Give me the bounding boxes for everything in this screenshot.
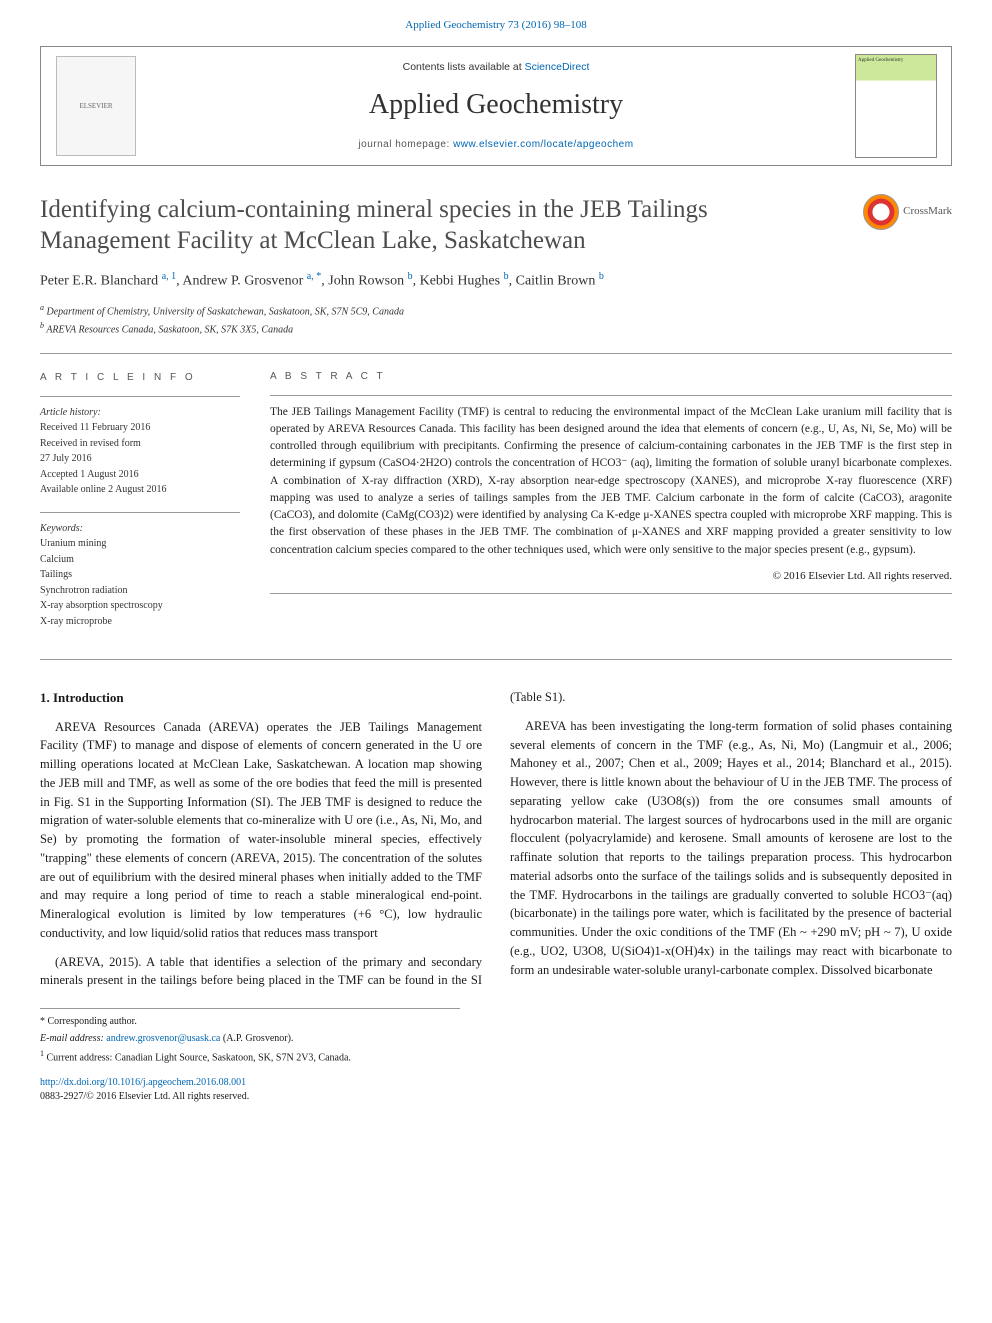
- issn-copyright: 0883-2927/© 2016 Elsevier Ltd. All right…: [40, 1091, 249, 1102]
- doi-link[interactable]: http://dx.doi.org/10.1016/j.apgeochem.20…: [40, 1077, 246, 1088]
- journal-name: Applied Geochemistry: [151, 85, 841, 126]
- abstract-copyright: © 2016 Elsevier Ltd. All rights reserved…: [270, 569, 952, 585]
- abstract-text: The JEB Tailings Management Facility (TM…: [270, 404, 952, 559]
- email-suffix: (A.P. Grosvenor).: [220, 1033, 293, 1044]
- meta-abstract-row: A R T I C L E I N F O Article history: R…: [40, 370, 952, 643]
- abstract: A B S T R A C T The JEB Tailings Managem…: [270, 370, 952, 643]
- doi-block: http://dx.doi.org/10.1016/j.apgeochem.20…: [40, 1076, 952, 1105]
- footnotes: * Corresponding author. E-mail address: …: [40, 1008, 460, 1066]
- email-line: E-mail address: andrew.grosvenor@usask.c…: [40, 1032, 460, 1047]
- current-address-note: 1 Current address: Canadian Light Source…: [40, 1048, 460, 1066]
- corresponding-note: * Corresponding author.: [40, 1015, 460, 1030]
- affiliation-a: a Department of Chemistry, University of…: [40, 302, 842, 319]
- journal-banner: ELSEVIER Contents lists available at Sci…: [40, 46, 952, 166]
- running-head-link[interactable]: Applied Geochemistry 73 (2016) 98–108: [405, 19, 586, 31]
- article-info: A R T I C L E I N F O Article history: R…: [40, 370, 240, 643]
- rule-2: [40, 659, 952, 660]
- cover-thumb-slot: Applied Geochemistry: [841, 47, 951, 165]
- sciencedirect-link[interactable]: ScienceDirect: [525, 61, 590, 73]
- crossmark-icon: [863, 194, 899, 230]
- history-line: Received in revised form: [40, 436, 240, 452]
- contents-prefix: Contents lists available at: [403, 61, 525, 73]
- keyword: X-ray microprobe: [40, 614, 240, 630]
- banner-center: Contents lists available at ScienceDirec…: [151, 47, 841, 165]
- history-line: 27 July 2016: [40, 451, 240, 467]
- crossmark-badge[interactable]: CrossMark: [842, 194, 952, 230]
- keywords-block: Keywords: Uranium mining Calcium Tailing…: [40, 521, 240, 630]
- history-line: Accepted 1 August 2016: [40, 467, 240, 483]
- info-rule: [40, 396, 240, 397]
- keyword: Uranium mining: [40, 536, 240, 552]
- keyword: Calcium: [40, 552, 240, 568]
- article-head: Identifying calcium-containing mineral s…: [40, 194, 952, 337]
- history-line: Available online 2 August 2016: [40, 482, 240, 498]
- keyword: Synchrotron radiation: [40, 583, 240, 599]
- title-block: Identifying calcium-containing mineral s…: [40, 194, 842, 337]
- intro-para-1: AREVA Resources Canada (AREVA) operates …: [40, 718, 482, 943]
- homepage-line: journal homepage: www.elsevier.com/locat…: [151, 138, 841, 153]
- article-title: Identifying calcium-containing mineral s…: [40, 194, 842, 257]
- abs-rule-bottom: [270, 593, 952, 594]
- rule-1: [40, 353, 952, 354]
- history-label: Article history:: [40, 405, 240, 421]
- journal-cover-thumb: Applied Geochemistry: [855, 54, 937, 158]
- article-history: Article history: Received 11 February 20…: [40, 405, 240, 498]
- publisher-logo-slot: ELSEVIER: [41, 47, 151, 165]
- homepage-prefix: journal homepage:: [358, 139, 453, 150]
- elsevier-logo: ELSEVIER: [56, 56, 136, 156]
- corresponding-email[interactable]: andrew.grosvenor@usask.ca: [106, 1033, 220, 1044]
- intro-para-2b: AREVA has been investigating the long-te…: [510, 717, 952, 980]
- info-rule-2: [40, 512, 240, 513]
- keywords-label: Keywords:: [40, 521, 240, 537]
- homepage-link[interactable]: www.elsevier.com/locate/apgeochem: [453, 139, 633, 150]
- section-heading-intro: 1. Introduction: [40, 688, 482, 708]
- crossmark-label: CrossMark: [903, 204, 952, 220]
- article-info-heading: A R T I C L E I N F O: [40, 370, 240, 386]
- history-line: Received 11 February 2016: [40, 420, 240, 436]
- keyword: X-ray absorption spectroscopy: [40, 598, 240, 614]
- running-head: Applied Geochemistry 73 (2016) 98–108: [0, 0, 992, 46]
- keyword: Tailings: [40, 567, 240, 583]
- abs-rule: [270, 395, 952, 396]
- contents-line: Contents lists available at ScienceDirec…: [151, 60, 841, 75]
- email-label: E-mail address:: [40, 1033, 106, 1044]
- abstract-heading: A B S T R A C T: [270, 370, 952, 385]
- author-list: Peter E.R. Blanchard a, 1, Andrew P. Gro…: [40, 270, 842, 292]
- body-columns: 1. Introduction AREVA Resources Canada (…: [40, 688, 952, 990]
- affiliation-b: b AREVA Resources Canada, Saskatoon, SK,…: [40, 320, 842, 337]
